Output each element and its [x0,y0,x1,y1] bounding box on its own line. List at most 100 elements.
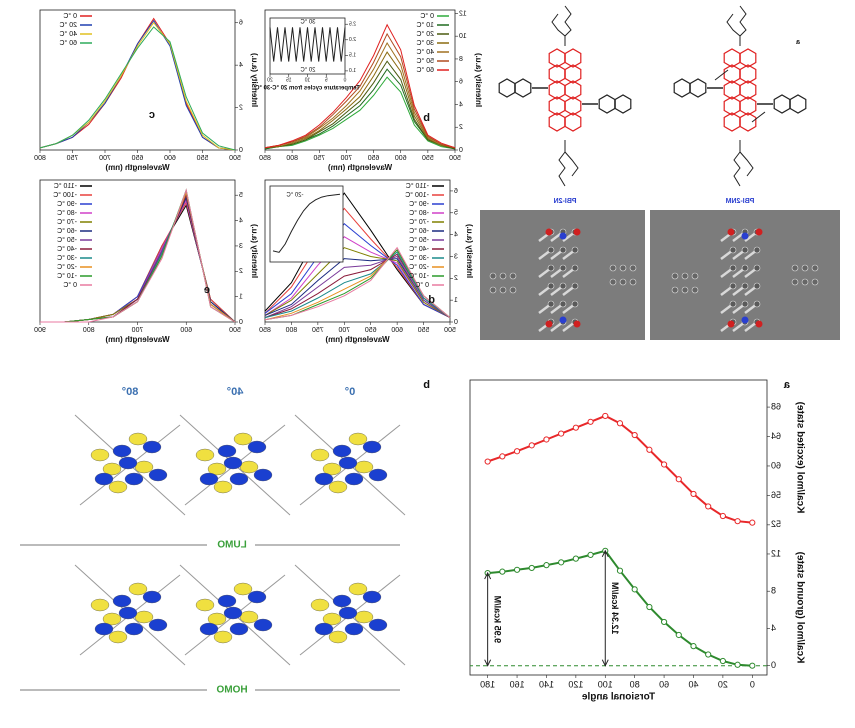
chain [739,5,747,46]
orbital-lobe [199,622,219,636]
x-tick-label: 0 [343,77,346,83]
orbital-lobe [90,598,110,612]
atom [547,300,555,308]
ring [614,94,632,114]
y-tick-label: 8 [771,586,776,596]
ring [739,80,757,100]
point [602,412,609,420]
annotation: 30 °C [300,20,316,26]
x-tick-label: 700 [132,327,144,334]
point [558,430,565,437]
y-tick-label: 2 [459,124,463,131]
x-tick-label: 800 [83,327,95,334]
ring [564,64,582,84]
chain [564,151,579,177]
axes-frame [469,379,768,676]
series-line [264,251,451,319]
series-line [264,51,456,149]
atom [691,286,699,294]
point [513,566,521,573]
ring [564,96,582,116]
y-tick-label: 4 [771,623,776,633]
y-tick-label: 0 [239,319,243,326]
atom [545,228,553,236]
y-tick-label: 6 [454,188,458,195]
orbital-lobe [229,622,249,636]
legend-label: 0 °C [63,12,77,20]
ring [739,96,757,116]
y-tick-label: 0 [454,319,458,326]
x-tick-label: 700 [338,327,350,334]
orbital-lobe [108,630,128,644]
orbital-lobe [148,618,168,632]
orbital-lobe [108,480,128,494]
molecule-name: PBI-2N [554,198,577,205]
atom [801,264,809,272]
point [558,559,565,566]
x-tick-label: 15 [286,77,292,83]
series-line [39,19,236,151]
chain [739,151,754,177]
atom [619,264,627,272]
legend-label: -70 °C [57,218,77,226]
atom [681,286,689,294]
x-tick-label: 600 [180,327,192,334]
orbital-lobe [368,618,388,632]
series-line [264,246,451,321]
legend-label: 60 °C [59,39,77,47]
point [616,567,624,574]
orbital-lobe [344,472,364,486]
y-tick-label: 56 [771,490,781,500]
orbital-label: LUMO [217,540,247,551]
x-tick-label: 60 [659,679,669,689]
ring [673,78,691,98]
atom [753,246,761,254]
legend-label: 0 °C [415,281,429,289]
orbital-lobe [195,598,215,612]
orbital-lobe [338,456,358,470]
y-tick-label: 3 [454,253,458,260]
x-tick-label: 700 [340,155,352,162]
series-line [264,222,451,319]
series-line [39,26,236,151]
ring [723,112,741,132]
atom [753,282,761,290]
orbital-lobe [217,444,237,458]
y-tick-label: 52 [771,519,781,529]
y-tick-label: 4 [459,101,463,108]
methoxy [751,111,766,123]
ring [723,48,741,68]
legend-label: -60 °C [409,227,429,235]
annotation: 9.95 kcal/M [492,596,502,644]
point [675,631,682,639]
atom [791,264,799,272]
top-section: a PBI-2NM PBI-2N [480,39,840,340]
ring [548,96,566,116]
atom [559,246,567,254]
atom [755,320,763,328]
y-tick-label: 4 [454,231,458,238]
orbital-lobe [112,444,132,458]
legend-label: -50 °C [409,236,429,244]
legend-label: -10 °C [57,272,77,280]
orbital-lobe [124,472,144,486]
orbital-lobe [310,448,330,462]
ring [548,48,566,68]
atom [811,278,819,286]
x-axis-label: Wavelength (nm) [105,335,169,344]
orbital-lobe [239,610,259,624]
y-tick-label: 12 [771,548,781,558]
atom [753,300,761,308]
x-tick-label: 800 [285,327,297,334]
orbital-lobe [118,606,138,620]
ring [739,48,757,68]
point [705,651,712,658]
point [719,657,726,665]
point [646,603,653,611]
legend-label: -30 °C [57,254,77,262]
point [499,568,506,575]
y-axis-label: Kcal/mol (ground state) [794,552,805,664]
y-tick-label: 6 [239,20,243,27]
x-tick-label: 750 [313,155,325,162]
y-tick-label: 8 [459,56,463,63]
